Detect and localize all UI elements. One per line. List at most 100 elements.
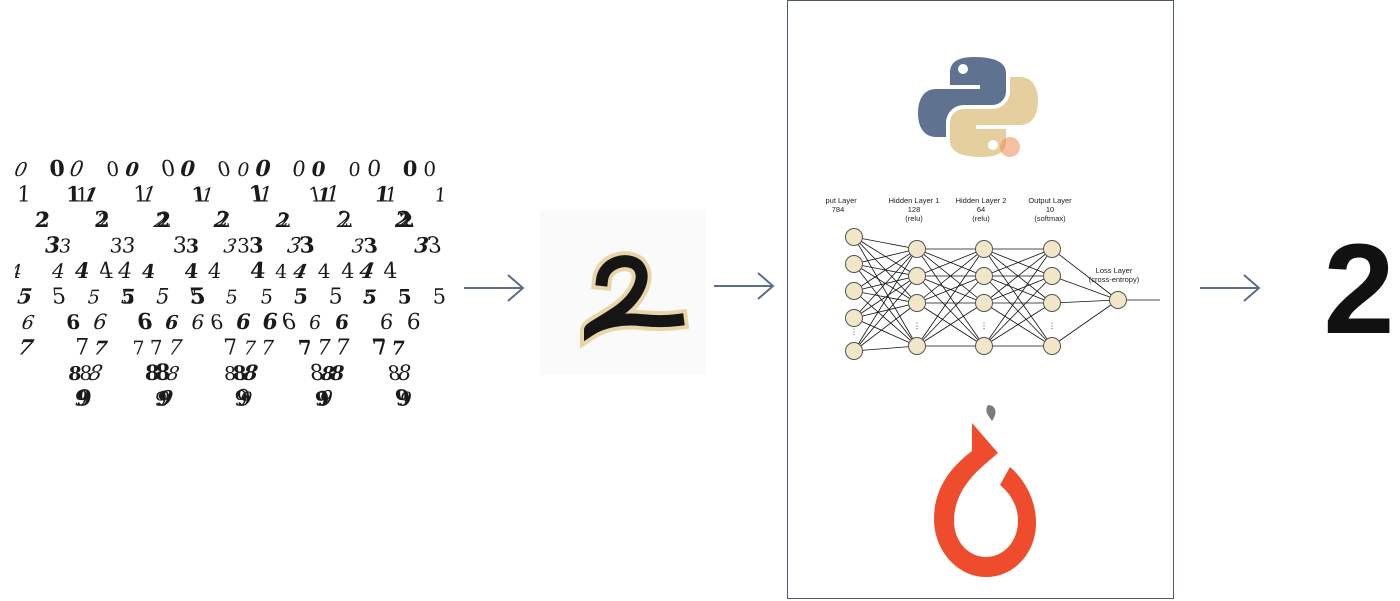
digit-sample: 8 [155,360,170,386]
digit-sample: 1 [374,181,390,206]
digit-sample: 3 [43,233,62,259]
nn-node [845,342,863,360]
nn-node [908,240,926,258]
digit-sample: 5 [156,284,169,308]
digit-sample: 9 [399,388,412,410]
digit-sample: 7 [149,335,163,359]
digit-sample: 3 [121,232,137,257]
digit-sample: 0 [159,156,177,182]
nn-connection [983,248,1053,304]
loss-layer-detail: (cross-entropy) [1089,275,1140,284]
nn-node [845,255,863,273]
nn-connection [983,275,1053,347]
digit-sample: 0 [366,157,383,182]
pytorch-logo-icon [928,401,1038,585]
nn-connection [983,302,1053,347]
nn-connection [853,275,918,352]
nn-connection [916,248,985,277]
digit-sample: 1 [76,182,89,206]
digit-sample: 6 [308,312,321,334]
digit-sample: 8 [222,362,239,385]
predicted-digit: 2 [1323,218,1395,361]
digit-sample: 1 [259,181,274,206]
digit-sample: 9 [238,388,254,410]
digit-sample: 8 [66,363,83,385]
nn-connection [983,248,1053,277]
mnist-sample-grid: 0 0 0 0 0 0 0 0 0 0 0 0 0 0 0 01 111 11 11 11 111 11 122 22 222 2… [15,156,445,410]
nn-node [845,282,863,300]
digit-sample: 4 [116,258,134,284]
digit-sample: 5 [362,286,379,309]
digit-sample: 2 [156,208,170,232]
digit-sample: 7 [259,336,277,360]
digit-sample: 0 [49,156,66,182]
digit-sample: 1 [307,183,325,207]
digit-sample: 4 [15,261,22,283]
nn-node [1043,337,1061,355]
digit-sample: 5 [430,285,445,310]
loss-layer-label: Loss Layer [1096,266,1133,275]
digit-sample: 6 [260,309,279,335]
digit-sample: 4 [141,261,155,283]
digit-sample: 7 [167,334,184,359]
digit-sample: 2 [94,207,111,233]
digit-sample: 8 [241,360,260,385]
digit-sample: 0 [310,157,328,181]
digit-sample: 2 [95,209,112,232]
nn-node [1109,291,1127,309]
layer-size-label: 784 [832,205,845,214]
digit-sample: 8 [142,360,162,385]
digit-sample: 0 [124,159,140,181]
digit-sample: 2 [216,208,231,233]
digit-sample: 2 [155,208,175,233]
layer-name-label: Hidden Layer 1 [889,196,940,205]
digit-sample: 7 [130,337,148,360]
digit-sample: 6 [66,310,81,334]
digit-sample: 2 [274,210,291,232]
digit-sample: 8 [309,361,326,386]
digit-sample: 0 [180,156,196,181]
digit-sample: 1 [82,184,100,207]
digit-sample: 0 [423,157,437,181]
digit-sample: 9 [154,388,168,410]
digit-sample: 3 [172,233,187,258]
layer-activation-label: (relu) [905,214,923,223]
nn-connection [853,236,918,250]
layer-size-label: 128 [908,205,921,214]
nn-node [845,228,863,246]
nn-node [975,294,993,312]
digit-sample: 1 [247,182,266,208]
digit-sample: 9 [318,385,334,410]
digit-sample: 9 [394,385,412,410]
layer-size-label: 10 [1046,205,1054,214]
arrow-icon [462,272,526,304]
digit-sample: 5 [259,284,274,308]
digit-sample: 9 [236,386,250,410]
digit-sample: 4 [49,259,67,283]
digit-sample: 8 [86,361,105,386]
nn-connection [983,248,1053,347]
nn-node [908,337,926,355]
layer-size-label: 64 [977,205,985,214]
nn-connection [853,302,918,319]
nn-ellipsis: ⋮ [980,321,988,330]
digit-sample: 4 [183,259,199,283]
digit-sample: 9 [232,386,249,410]
digit-sample: 6 [136,309,154,335]
digit-sample: 1 [133,182,148,207]
nn-connection [983,275,1053,304]
digit-sample: 9 [75,385,93,410]
digit-sample: 3 [362,233,378,257]
nn-connection [853,248,918,292]
nn-connection [916,275,985,304]
digit-sample: 5 [16,283,33,308]
digit-sample: 4 [318,259,331,283]
nn-connection [853,302,918,352]
nn-node [975,337,993,355]
nn-connection [853,290,918,347]
nn-connection [853,248,918,265]
digit-sample: 9 [74,385,89,410]
digit-sample: 1 [141,182,158,207]
digit-sample: 3 [109,233,124,257]
